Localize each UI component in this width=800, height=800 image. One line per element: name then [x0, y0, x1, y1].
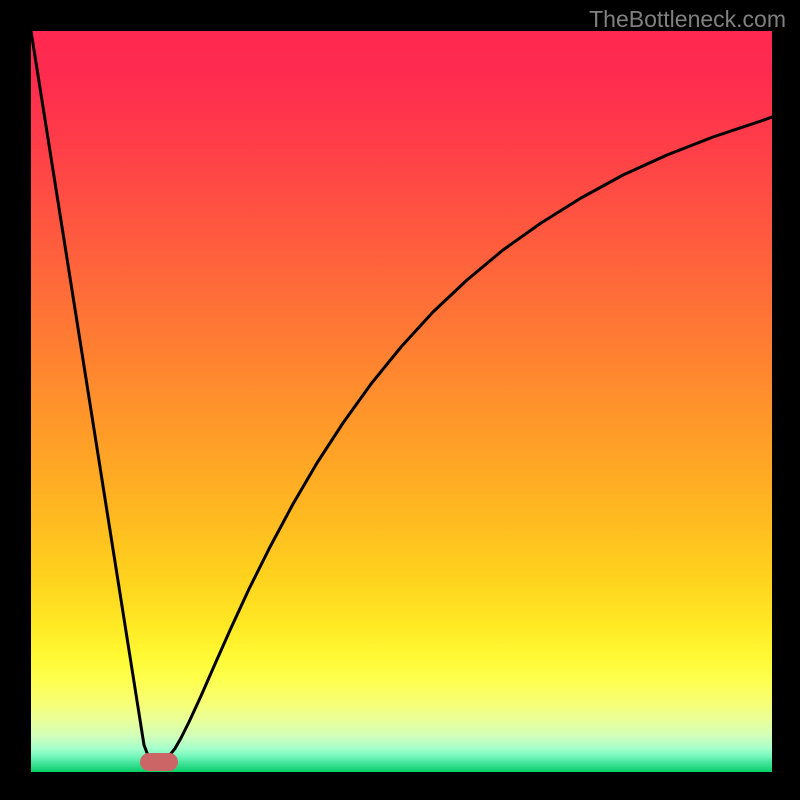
highlight-marker	[140, 753, 178, 771]
watermark-text: TheBottleneck.com	[589, 6, 786, 33]
curve-line	[31, 31, 772, 772]
plot-area	[31, 31, 772, 772]
chart-container: { "watermark_text": "TheBottleneck.com",…	[0, 0, 800, 800]
